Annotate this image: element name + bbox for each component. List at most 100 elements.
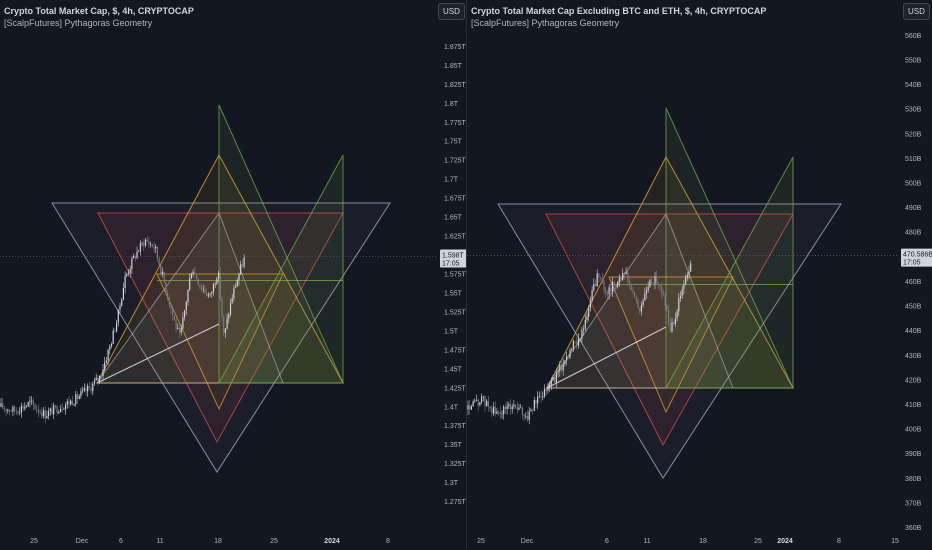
candle-body: [136, 251, 138, 258]
indicator-label[interactable]: [ScalpFutures] Pythagoras Geometry: [471, 18, 620, 28]
geometry-triangle-outer: [497, 203, 842, 479]
chart-pane-total[interactable]: 1.875T 1.85T 1.825T 1.8T 1.775T 1.75T 1.725T 1.…: [0, 0, 466, 550]
candle-body: [102, 369, 104, 377]
y-tick-label: 530B: [905, 107, 922, 114]
last-price-label: 1.598T: [442, 253, 465, 260]
chart-title[interactable]: Crypto Total Market Cap Excluding BTC an…: [471, 6, 767, 16]
candle-body: [144, 239, 147, 246]
candle-body: [82, 390, 84, 392]
candle-body: [572, 341, 574, 350]
candle-body: [3, 408, 5, 410]
candle-body: [630, 285, 632, 291]
candle-body: [686, 275, 688, 278]
candle-body: [175, 320, 177, 329]
candle-body: [486, 400, 488, 407]
y-tick-label: 1.775T: [444, 120, 466, 127]
candle-body: [167, 292, 169, 299]
candle-body: [659, 285, 661, 287]
y-tick-label: 1.75T: [444, 139, 463, 146]
candle-body: [238, 273, 240, 280]
candle-body: [644, 293, 646, 301]
candle-body: [36, 408, 38, 410]
candle-body: [7, 409, 9, 411]
candle-body: [666, 305, 668, 310]
chart-canvas-total[interactable]: 1.875T 1.85T 1.825T 1.8T 1.775T 1.75T 1.725T 1.…: [0, 0, 466, 550]
candle-body: [475, 400, 478, 401]
x-tick-label: 25: [754, 538, 762, 545]
currency-button[interactable]: USD: [438, 3, 465, 20]
indicator-label[interactable]: [ScalpFutures] Pythagoras Geometry: [4, 18, 153, 28]
candle-body: [474, 400, 476, 402]
candle-body: [68, 401, 70, 405]
candle-body: [649, 279, 651, 288]
geometry-line-white: [546, 326, 667, 389]
candle-body: [100, 375, 102, 377]
candle-body: [618, 278, 620, 283]
y-tick-label: 1.675T: [444, 196, 466, 203]
candle-body: [243, 257, 245, 267]
y-tick-label: 1.5T: [444, 328, 459, 335]
candle-body: [71, 400, 73, 406]
candle-body: [685, 277, 687, 285]
y-tick-label: 460B: [905, 279, 922, 286]
candle-body: [656, 276, 658, 284]
x-tick-label: 11: [643, 538, 650, 545]
candle-body: [589, 300, 591, 309]
candle-body: [594, 283, 597, 287]
candle-body: [477, 400, 479, 406]
candle-body: [119, 305, 121, 310]
chart-canvas-others[interactable]: 560B550B540B530B520B510B500B490B480B470B…: [467, 0, 932, 550]
candle-body: [195, 273, 198, 279]
candle-body: [211, 292, 213, 294]
candle-body: [78, 396, 80, 399]
y-tick-label: 1.375T: [444, 423, 466, 430]
candle-body: [189, 278, 191, 290]
chart-pane-others[interactable]: 560B550B540B530B520B510B500B490B480B470B…: [466, 0, 932, 550]
candle-body: [605, 290, 607, 294]
candle-body: [97, 377, 99, 381]
y-tick-label: 420B: [905, 377, 922, 384]
candle-body: [627, 271, 629, 282]
candle-body: [521, 407, 523, 416]
candle-body: [158, 257, 160, 265]
candle-body: [185, 302, 187, 310]
y-tick-label: 1.625T: [444, 234, 466, 241]
candle-body: [611, 281, 614, 292]
y-tick-label: 1.65T: [444, 215, 463, 222]
candle-body: [180, 328, 182, 333]
candle-body: [674, 318, 676, 325]
candle-body: [645, 290, 648, 294]
candle-body: [623, 273, 625, 274]
y-tick-label: 1.8T: [444, 101, 459, 108]
candle-body: [124, 275, 126, 288]
candle-body: [516, 407, 518, 410]
y-tick-label: 1.85T: [444, 63, 463, 70]
candle-body: [622, 273, 624, 280]
geometry-triangle-grey: [546, 212, 734, 389]
candle-body: [165, 282, 167, 293]
candle-body: [49, 408, 51, 412]
x-tick-label: 8: [386, 538, 390, 545]
candle-body: [133, 255, 135, 259]
candle-body: [204, 289, 206, 293]
candle-body: [221, 298, 223, 317]
candle-body: [65, 404, 67, 410]
candle-body: [131, 258, 133, 270]
currency-button[interactable]: USD: [903, 3, 930, 20]
candle-body: [107, 350, 109, 361]
candle-body: [41, 412, 43, 417]
candle-body: [25, 405, 28, 407]
candle-body: [634, 292, 636, 298]
candle-body: [479, 402, 481, 406]
candle-body: [632, 290, 634, 293]
x-tick-label: 2024: [324, 538, 340, 545]
y-tick-label: 510B: [905, 156, 922, 163]
candle-body: [76, 393, 79, 399]
candle-body: [27, 402, 29, 406]
chart-title[interactable]: Crypto Total Market Cap, $, 4h, CRYPTOCA…: [4, 6, 194, 16]
candle-body: [515, 404, 517, 408]
y-tick-label: 370B: [905, 500, 922, 507]
candle-body: [567, 356, 569, 358]
candle-body: [58, 412, 60, 414]
candle-body: [182, 317, 184, 329]
